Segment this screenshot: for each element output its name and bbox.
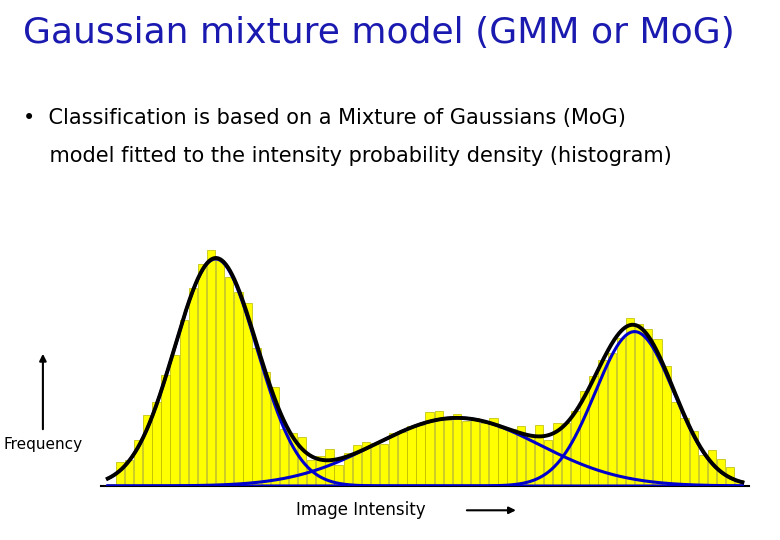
Bar xyxy=(389,433,398,486)
Bar xyxy=(107,484,115,486)
Bar xyxy=(644,329,652,486)
Bar xyxy=(617,338,625,486)
Bar xyxy=(489,418,498,486)
Bar xyxy=(198,264,206,486)
Bar xyxy=(571,411,580,486)
Bar xyxy=(380,444,388,486)
Bar xyxy=(316,456,324,486)
Bar xyxy=(508,429,516,486)
Bar xyxy=(544,440,552,486)
Text: Image Intensity: Image Intensity xyxy=(296,501,437,519)
Bar xyxy=(707,450,716,486)
Bar xyxy=(452,414,461,486)
Bar xyxy=(179,320,188,486)
Bar xyxy=(562,423,570,486)
Bar xyxy=(171,355,179,486)
Bar xyxy=(434,411,443,486)
Bar xyxy=(526,435,534,486)
Bar xyxy=(362,442,370,486)
Bar xyxy=(417,425,425,486)
Bar xyxy=(298,436,307,486)
Text: •  Classification is based on a Mixture of Gaussians (MoG): • Classification is based on a Mixture o… xyxy=(23,108,626,128)
Bar xyxy=(444,420,452,486)
Bar xyxy=(116,462,124,486)
Bar xyxy=(462,421,470,486)
Bar xyxy=(144,415,151,486)
Bar xyxy=(161,375,170,486)
Bar xyxy=(672,402,679,486)
Bar xyxy=(271,387,279,486)
Bar xyxy=(407,426,416,486)
Bar xyxy=(662,366,671,486)
Text: Gaussian mixture model (GMM or MoG): Gaussian mixture model (GMM or MoG) xyxy=(23,16,735,50)
Bar xyxy=(307,460,315,486)
Bar xyxy=(690,431,698,486)
Bar xyxy=(353,445,361,486)
Bar xyxy=(726,468,734,486)
Bar xyxy=(425,411,434,486)
Text: Frequency: Frequency xyxy=(3,437,83,453)
Bar xyxy=(243,303,252,486)
Bar xyxy=(717,460,725,486)
Bar xyxy=(325,449,334,486)
Text: model fitted to the intensity probability density (histogram): model fitted to the intensity probabilit… xyxy=(23,146,672,166)
Bar xyxy=(280,429,288,486)
Bar xyxy=(343,454,352,486)
Bar xyxy=(480,422,488,486)
Bar xyxy=(598,360,607,486)
Bar xyxy=(699,455,707,486)
Bar xyxy=(471,418,480,486)
Bar xyxy=(516,426,525,486)
Bar xyxy=(608,353,616,486)
Bar xyxy=(253,348,261,486)
Bar xyxy=(370,443,379,486)
Bar xyxy=(653,339,661,486)
Bar xyxy=(590,376,597,486)
Bar xyxy=(207,251,215,486)
Bar xyxy=(335,465,342,486)
Bar xyxy=(580,392,589,486)
Bar xyxy=(234,292,243,486)
Bar xyxy=(225,277,233,486)
Bar xyxy=(498,428,507,486)
Bar xyxy=(398,432,406,486)
Bar xyxy=(134,440,143,486)
Bar xyxy=(125,460,133,486)
Bar xyxy=(261,372,270,486)
Bar xyxy=(626,318,634,486)
Bar xyxy=(635,324,644,486)
Bar xyxy=(735,480,743,486)
Bar xyxy=(289,433,297,486)
Bar xyxy=(152,402,161,486)
Bar xyxy=(216,260,225,486)
Bar xyxy=(553,423,562,486)
Bar xyxy=(680,418,689,486)
Bar xyxy=(189,288,197,486)
Bar xyxy=(535,425,543,486)
